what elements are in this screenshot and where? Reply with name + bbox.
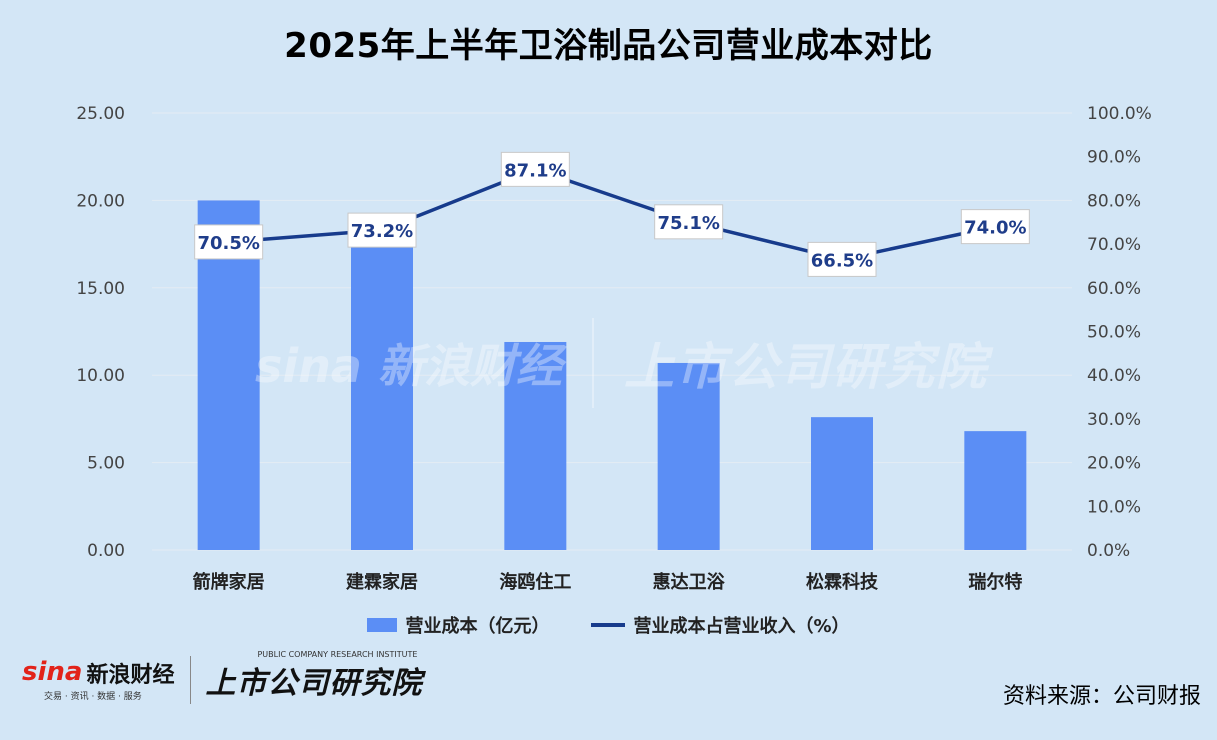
left-tick-label: 10.00 <box>76 366 125 386</box>
data-label-box <box>347 212 417 248</box>
category-label: 海鸥住工 <box>499 571 571 593</box>
category-label: 惠达卫浴 <box>653 571 726 593</box>
bar <box>811 417 873 550</box>
data-label-box <box>960 209 1030 245</box>
data-label-box <box>500 151 570 187</box>
left-tick-label: 5.00 <box>87 454 125 474</box>
left-tick-label: 20.00 <box>76 191 125 211</box>
category-label: 松霖科技 <box>806 571 879 593</box>
category-label: 箭牌家居 <box>193 571 265 593</box>
right-tick-label: 70.0% <box>1087 235 1141 255</box>
bar <box>964 431 1027 550</box>
bar <box>351 238 413 550</box>
category-label: 建霖家居 <box>346 571 418 593</box>
right-tick-label: 60.0% <box>1087 279 1141 299</box>
right-tick-label: 80.0% <box>1087 191 1141 211</box>
sina-logo-cn: 新浪财经 <box>86 663 175 688</box>
logo-divider <box>190 656 192 704</box>
source-note: 资料来源：公司财报 <box>1002 684 1201 709</box>
left-tick-label: 0.00 <box>87 541 125 561</box>
data-label-box <box>654 204 724 240</box>
research-logo-cn: 上市公司研究院 <box>205 666 423 701</box>
sina-logo: sina 新浪财经 交易 · 资讯 · 数据 · 服务 <box>22 657 174 703</box>
chart-title: 2025年上半年卫浴制品公司营业成本对比 <box>284 26 933 66</box>
bar <box>657 362 720 550</box>
data-label-box <box>194 224 264 260</box>
right-tick-label: 90.0% <box>1087 148 1141 168</box>
footer-logos: sina 新浪财经 交易 · 资讯 · 数据 · 服务 PUBLIC COMPA… <box>22 650 423 704</box>
data-label: 74.0% <box>964 218 1026 239</box>
right-tick-label: 20.0% <box>1087 454 1141 474</box>
series-line <box>228 167 996 262</box>
sina-logo-tagline: 交易 · 资讯 · 数据 · 服务 <box>44 692 142 702</box>
data-label: 70.5% <box>197 233 259 254</box>
data-label: 66.5% <box>811 250 873 271</box>
right-tick-label: 10.0% <box>1087 497 1141 517</box>
research-logo: PUBLIC COMPANY RESEARCH INSTITUTE 上市公司研究… <box>205 650 423 702</box>
left-tick-label: 15.00 <box>76 279 125 299</box>
right-tick-label: 40.0% <box>1087 366 1141 386</box>
data-label-box <box>807 241 877 277</box>
bar <box>504 341 567 550</box>
legend-item-line[interactable]: 营业成本占营业收入（%） <box>591 612 850 638</box>
right-tick-label: 100.0% <box>1087 104 1152 124</box>
data-label: 75.1% <box>657 213 719 234</box>
legend-bar-label: 营业成本（亿元） <box>405 616 550 637</box>
research-logo-en: PUBLIC COMPANY RESEARCH INSTITUTE <box>257 650 418 659</box>
data-label: 73.2% <box>351 221 413 242</box>
category-label: 瑞尔特 <box>968 571 1022 593</box>
data-label: 87.1% <box>504 160 566 181</box>
right-tick-label: 30.0% <box>1087 410 1141 430</box>
left-tick-label: 25.00 <box>76 104 125 124</box>
legend-bar-swatch <box>367 618 398 632</box>
right-tick-label: 0.0% <box>1087 541 1130 561</box>
sina-logo-word: sina <box>22 657 83 687</box>
legend-line-swatch <box>591 623 626 627</box>
chart-legend: 营业成本（亿元） 营业成本占营业收入（%） <box>0 612 1217 638</box>
legend-line-label: 营业成本占营业收入（%） <box>633 616 850 637</box>
right-tick-label: 50.0% <box>1087 323 1141 343</box>
legend-item-bar[interactable]: 营业成本（亿元） <box>367 612 549 638</box>
